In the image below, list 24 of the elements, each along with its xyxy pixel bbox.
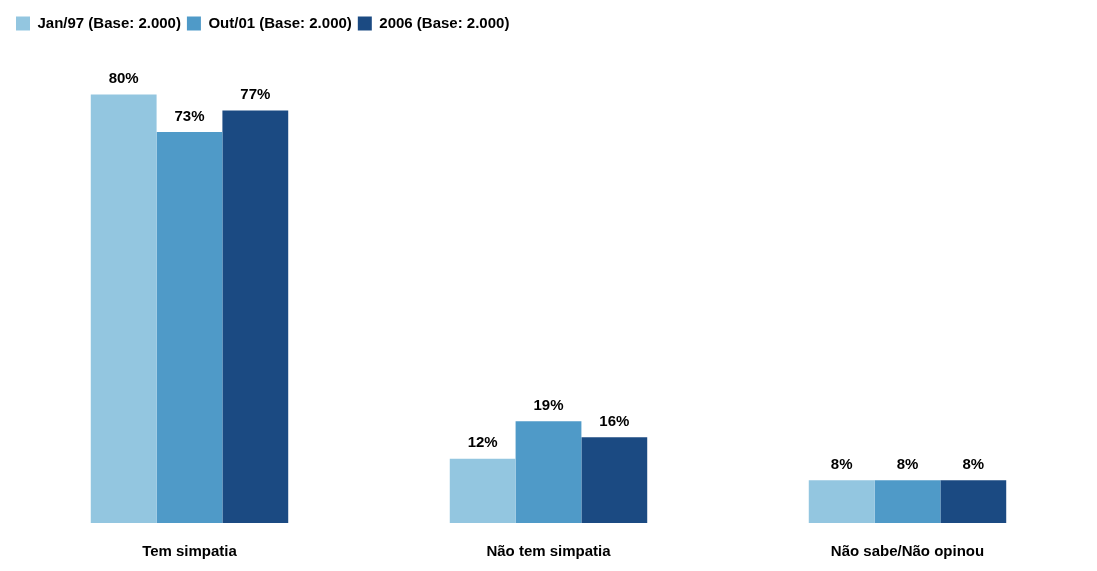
bar (156, 132, 223, 523)
bar (581, 437, 648, 523)
bar (808, 480, 875, 523)
legend-label: Jan/97 (Base: 2.000) (37, 13, 181, 31)
x-tick-label: Tem simpatia (142, 542, 238, 560)
data-label: 8% (830, 454, 853, 472)
x-tick-label: Não tem simpatia (486, 542, 612, 560)
bar (90, 94, 157, 523)
data-label: 16% (599, 411, 630, 429)
legend-label: Out/01 (Base: 2.000) (208, 13, 352, 31)
data-label: 8% (962, 454, 985, 472)
data-label: 19% (533, 395, 564, 413)
data-label: 12% (467, 433, 498, 451)
x-tick-label: Não sabe/Não opinou (830, 542, 985, 560)
bar (940, 480, 1007, 523)
bar (874, 480, 941, 523)
data-label: 73% (174, 106, 205, 124)
bar (515, 421, 582, 523)
data-label: 80% (108, 69, 139, 87)
bar (449, 458, 516, 523)
legend-label: 2006 (Base: 2.000) (379, 13, 510, 31)
data-label: 77% (240, 85, 271, 103)
bar (222, 110, 289, 523)
data-label: 8% (896, 454, 919, 472)
